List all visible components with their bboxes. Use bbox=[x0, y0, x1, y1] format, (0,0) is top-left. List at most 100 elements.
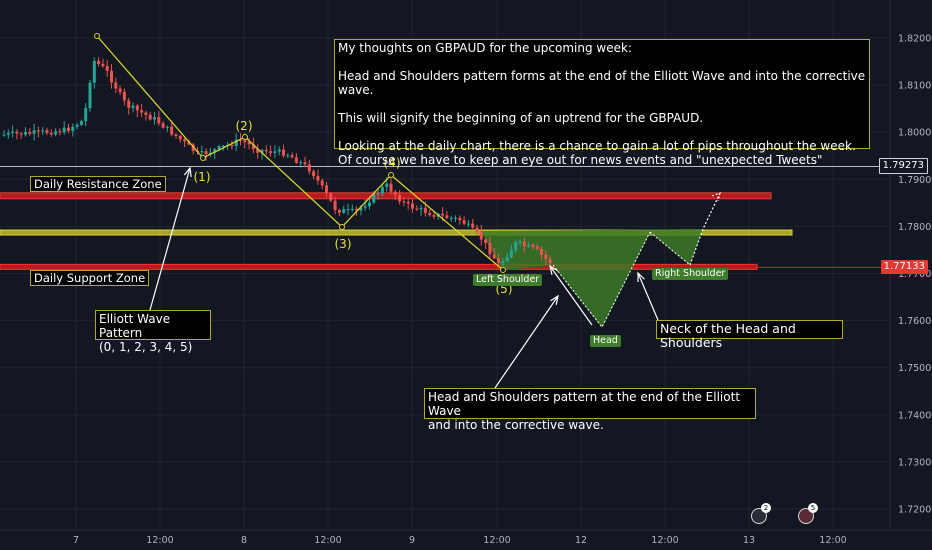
price-tick-label: 1.74000 bbox=[898, 410, 932, 421]
resistance-zone bbox=[0, 192, 772, 200]
candle-body bbox=[372, 193, 376, 203]
hs-projection bbox=[689, 192, 721, 266]
candle-body bbox=[320, 180, 324, 186]
wave-label: (3) bbox=[335, 237, 352, 251]
candle-body bbox=[505, 257, 509, 261]
neckline-zone bbox=[0, 229, 793, 236]
candle-body bbox=[54, 131, 58, 135]
candle-body bbox=[282, 149, 285, 156]
candle-body bbox=[488, 242, 492, 255]
price-tick-label: 1.77000 bbox=[898, 269, 932, 280]
elliott-wave-note[interactable]: Elliott Wave Pattern (0, 1, 2, 3, 4, 5) bbox=[95, 310, 211, 354]
price-tick-label: 1.72000 bbox=[898, 505, 932, 516]
candle-body bbox=[204, 151, 208, 155]
candle-body bbox=[135, 105, 139, 111]
neck-arrow bbox=[637, 272, 659, 321]
candle-body bbox=[58, 131, 62, 133]
candle-body bbox=[45, 130, 49, 133]
resistance-zone-label[interactable]: Daily Resistance Zone bbox=[30, 176, 166, 192]
wave-label: (2) bbox=[236, 119, 253, 133]
candle-body bbox=[303, 162, 307, 165]
candle-body bbox=[458, 217, 462, 221]
candle-body bbox=[11, 131, 15, 133]
candle-body bbox=[475, 227, 479, 232]
candle-body bbox=[230, 144, 234, 147]
time-axis[interactable]: 7 12:00 8 12:00 9 12:00 12 12:00 13 12:00 bbox=[0, 529, 932, 546]
candle-body bbox=[294, 157, 298, 163]
candle-body bbox=[92, 60, 96, 83]
shoulder-arrow bbox=[549, 265, 593, 326]
candle-body bbox=[256, 149, 260, 153]
reaction-rocket-icon[interactable]: 2 bbox=[751, 503, 771, 524]
wave-point bbox=[339, 224, 345, 230]
support-price-badge: 1.77133 bbox=[880, 260, 928, 274]
price-axis[interactable]: 1.82000 1.81000 1.80000 1.79000 1.78000 1.770… bbox=[889, 0, 932, 530]
candle-body bbox=[497, 258, 500, 264]
candle-body bbox=[393, 191, 397, 195]
candle-body bbox=[479, 231, 483, 240]
candle-body bbox=[157, 117, 161, 124]
candle-body bbox=[454, 217, 457, 219]
candle-body bbox=[251, 144, 255, 150]
support-zone-label[interactable]: Daily Support Zone bbox=[30, 270, 150, 286]
hs-arrow-head bbox=[550, 294, 559, 305]
candle-body bbox=[419, 207, 423, 210]
candle-body bbox=[170, 126, 174, 135]
current-price-badge: 1.79273 bbox=[878, 158, 928, 174]
reaction-flag-icon[interactable]: 5 bbox=[798, 503, 818, 524]
elliott-wave-lines bbox=[94, 33, 506, 273]
hs-projection-arrow bbox=[711, 192, 721, 202]
candle-body bbox=[217, 146, 221, 150]
candle-body bbox=[41, 130, 45, 132]
candle-body bbox=[385, 183, 389, 187]
candle-body bbox=[423, 207, 427, 213]
candle-body bbox=[522, 241, 526, 247]
candle-body bbox=[337, 210, 341, 213]
zones-layer bbox=[0, 166, 890, 270]
candle-body bbox=[28, 131, 32, 134]
candle-body bbox=[2, 134, 6, 136]
candle-body bbox=[312, 171, 316, 177]
candle-body bbox=[153, 117, 156, 120]
candle-body bbox=[71, 126, 75, 131]
candle-body bbox=[97, 60, 101, 65]
hs-head-dashes bbox=[552, 231, 651, 328]
head-tag: Head bbox=[590, 335, 621, 347]
candle-body bbox=[368, 202, 371, 207]
candle-body bbox=[355, 208, 359, 211]
support-zone bbox=[0, 263, 758, 270]
candle-body bbox=[359, 207, 363, 211]
candle-body bbox=[514, 241, 518, 251]
candle-body bbox=[19, 133, 23, 135]
candle-body bbox=[114, 82, 118, 89]
candle-body bbox=[88, 82, 92, 109]
candle-body bbox=[535, 246, 539, 249]
candle-body bbox=[286, 155, 290, 157]
candle-body bbox=[509, 250, 513, 258]
main-analysis-note[interactable]: My thoughts on GBPAUD for the upcoming w… bbox=[334, 39, 870, 167]
candle-body bbox=[101, 64, 105, 67]
candle-body bbox=[110, 70, 113, 83]
wave-point bbox=[388, 172, 394, 178]
candle-body bbox=[178, 135, 182, 140]
candle-body bbox=[445, 215, 449, 218]
candle-body bbox=[140, 110, 144, 113]
candle-body bbox=[376, 193, 380, 195]
candle-body bbox=[105, 66, 109, 71]
head-shoulders-note[interactable]: Head and Shoulders pattern at the end of… bbox=[424, 388, 756, 432]
candle-body bbox=[269, 151, 273, 153]
candle-body bbox=[411, 203, 414, 209]
annotation-arrows bbox=[149, 166, 659, 389]
price-tick-label: 1.80000 bbox=[898, 128, 932, 139]
candle-body bbox=[79, 121, 83, 125]
candle-body bbox=[484, 239, 488, 243]
candle-body bbox=[492, 254, 496, 259]
candle-body bbox=[380, 186, 384, 194]
candle-body bbox=[466, 223, 470, 225]
time-tick-label: 12:00 bbox=[314, 535, 341, 546]
candle-body bbox=[333, 200, 337, 211]
time-tick-label: 12:00 bbox=[146, 535, 173, 546]
candle-body bbox=[544, 254, 548, 259]
time-tick-label: 12 bbox=[575, 535, 587, 546]
neck-note[interactable]: Neck of the Head and Shoulders bbox=[656, 320, 843, 350]
